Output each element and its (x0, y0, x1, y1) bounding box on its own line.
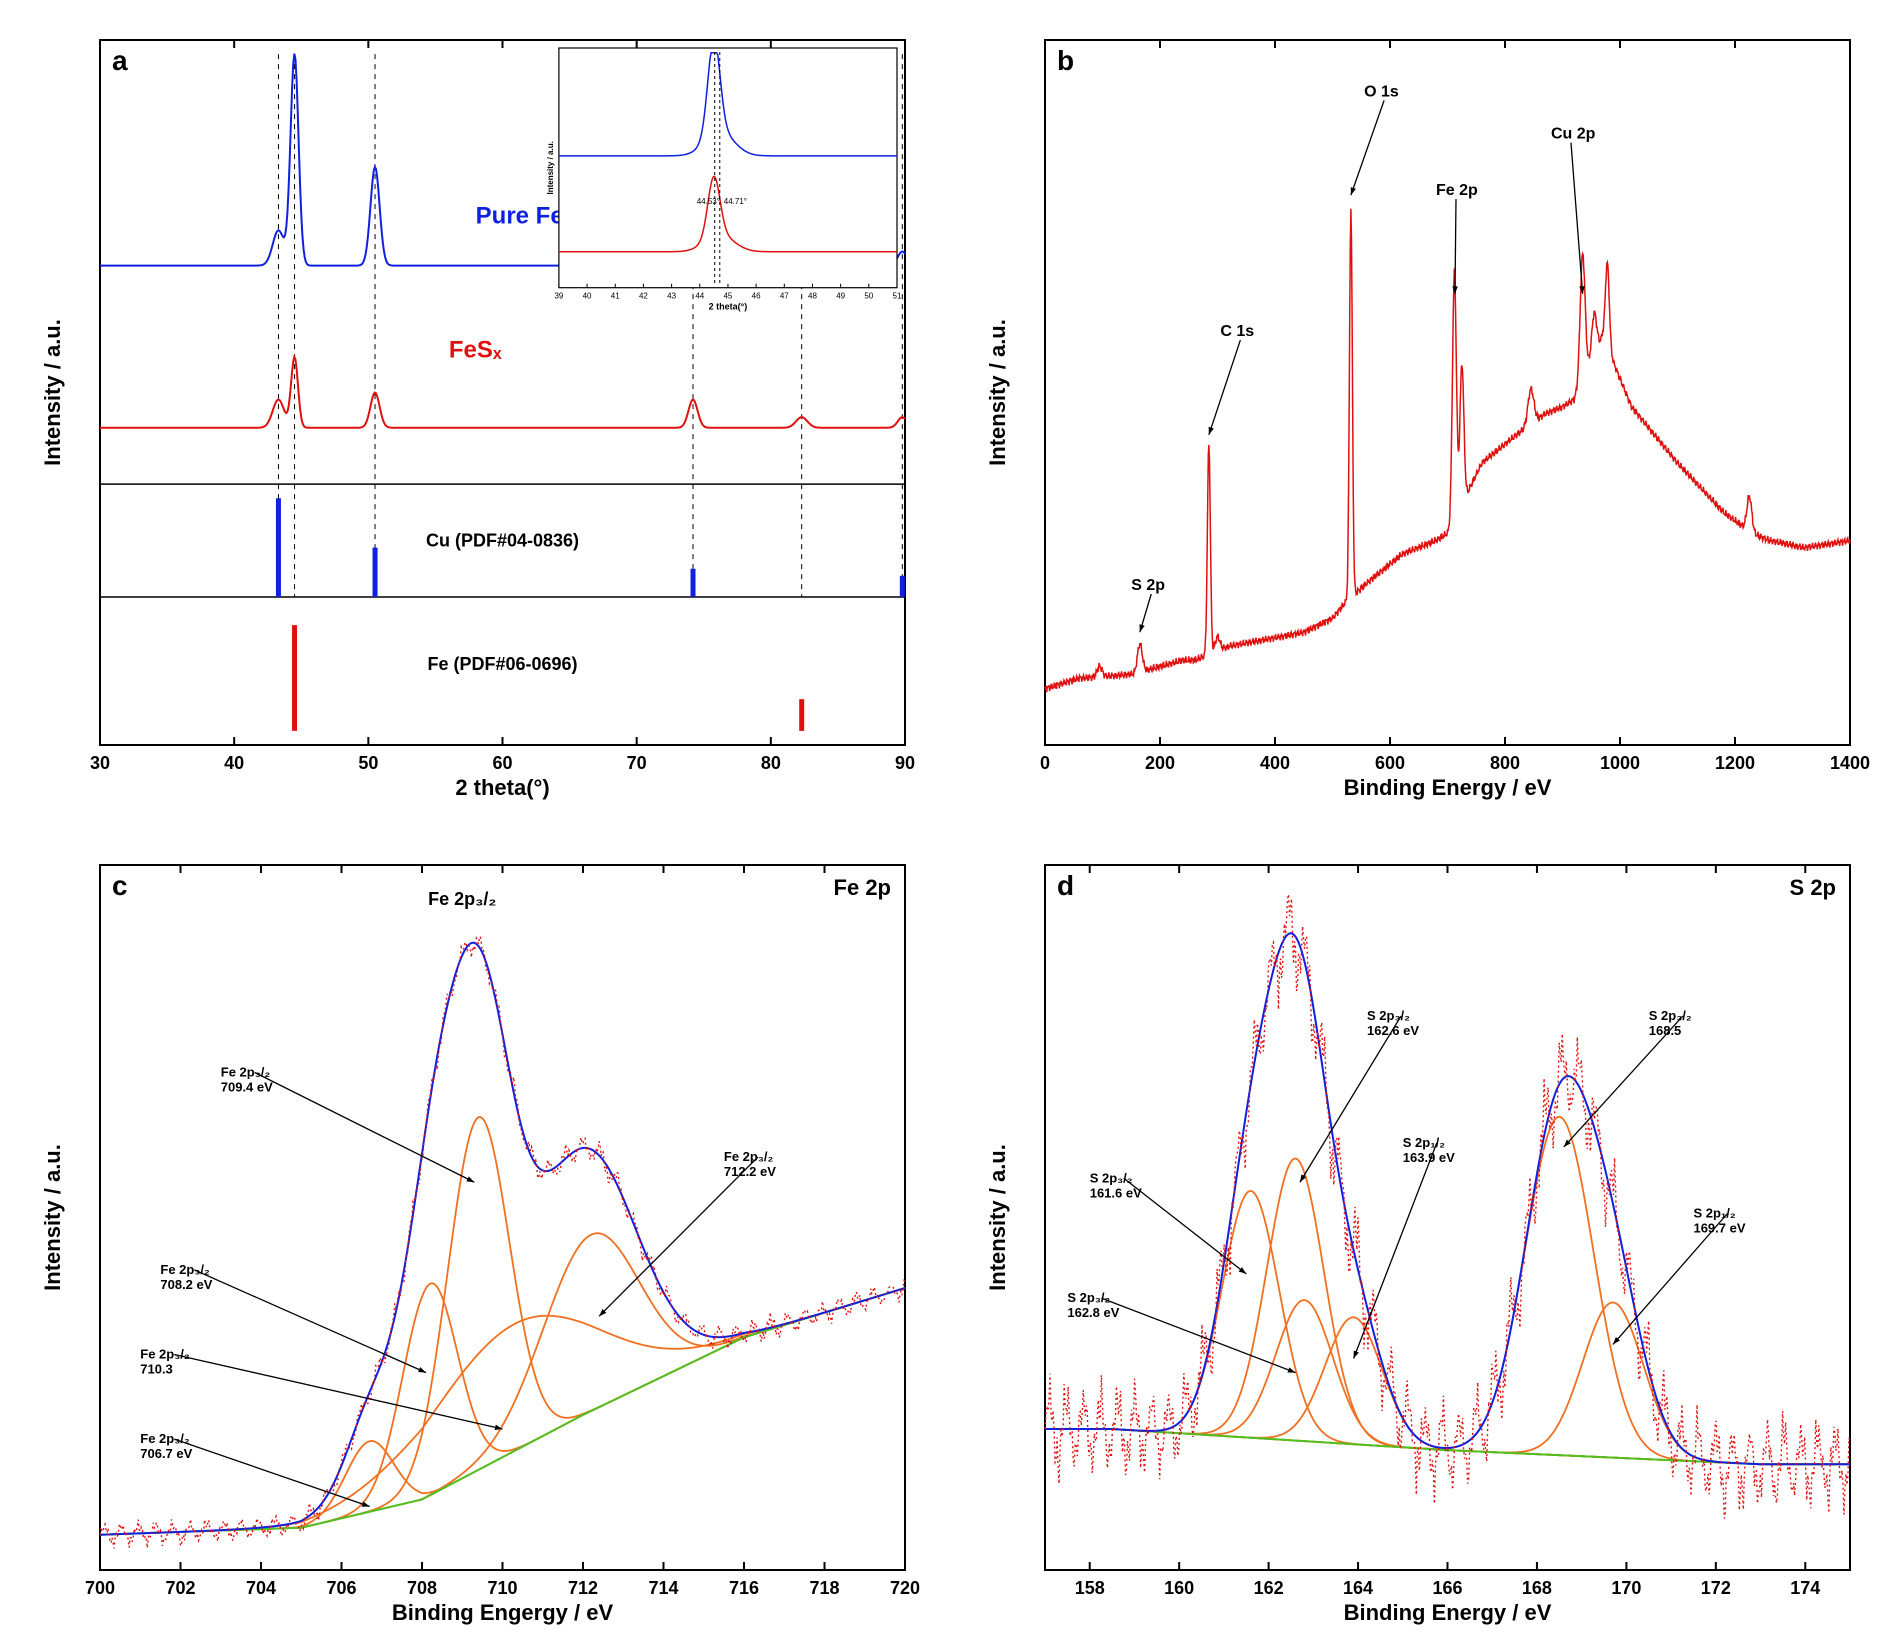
svg-text:720: 720 (890, 1578, 920, 1598)
svg-text:S 2p₁/₂: S 2p₁/₂ (1403, 1135, 1445, 1150)
svg-text:41: 41 (611, 292, 620, 301)
svg-text:44: 44 (695, 292, 704, 301)
svg-text:50: 50 (358, 753, 378, 773)
svg-text:710: 710 (487, 1578, 517, 1598)
svg-text:Binding Energy / eV: Binding Energy / eV (1344, 775, 1552, 800)
panel-d: 158 160 162 164 166 168 170 172 174 Binding Energ… (965, 845, 1870, 1630)
svg-text:Fe 2p₃/₂: Fe 2p₃/₂ (140, 1431, 190, 1446)
svg-text:Cu (PDF#04-0836): Cu (PDF#04-0836) (426, 531, 579, 551)
svg-text:704: 704 (246, 1578, 276, 1598)
svg-text:47: 47 (780, 292, 789, 301)
svg-text:Intensity / a.u.: Intensity / a.u. (40, 1144, 65, 1291)
panel-a: 30 40 50 60 70 80 90 2 theta(°) Intensity / a.u.… (20, 20, 925, 805)
svg-text:709.4 eV: 709.4 eV (221, 1080, 273, 1095)
svg-text:40: 40 (583, 292, 592, 301)
svg-text:712: 712 (568, 1578, 598, 1598)
svg-text:710.3: 710.3 (140, 1362, 173, 1377)
svg-text:S 2p: S 2p (1790, 875, 1836, 900)
svg-text:162.8 eV: 162.8 eV (1067, 1305, 1119, 1320)
svg-text:158: 158 (1075, 1578, 1105, 1598)
svg-text:600: 600 (1375, 753, 1405, 773)
svg-text:700: 700 (85, 1578, 115, 1598)
svg-text:S 2p₃/₂: S 2p₃/₂ (1649, 1008, 1692, 1023)
svg-text:718: 718 (809, 1578, 839, 1598)
svg-text:400: 400 (1260, 753, 1290, 773)
svg-text:2 theta(°): 2 theta(°) (455, 775, 549, 800)
svg-text:Fe 2p: Fe 2p (834, 875, 891, 900)
svg-text:Fe 2p₃/₂: Fe 2p₃/₂ (428, 889, 496, 909)
svg-text:161.6 eV: 161.6 eV (1090, 1185, 1142, 1200)
svg-text:60: 60 (492, 753, 512, 773)
svg-text:Cu 2p: Cu 2p (1551, 126, 1596, 143)
svg-text:200: 200 (1145, 753, 1175, 773)
svg-text:49: 49 (836, 292, 845, 301)
svg-text:b: b (1057, 45, 1074, 76)
svg-text:43: 43 (667, 292, 676, 301)
svg-text:1000: 1000 (1600, 753, 1640, 773)
svg-text:Binding Energy / eV: Binding Energy / eV (1344, 1600, 1552, 1625)
svg-text:164: 164 (1343, 1578, 1373, 1598)
svg-text:51: 51 (893, 292, 902, 301)
svg-text:FeSₓ: FeSₓ (449, 336, 502, 363)
svg-text:48: 48 (808, 292, 817, 301)
svg-text:d: d (1057, 870, 1074, 901)
svg-text:Intensity / a.u.: Intensity / a.u. (985, 319, 1010, 466)
svg-text:44.53°: 44.53° (697, 197, 720, 206)
svg-text:168: 168 (1522, 1578, 1552, 1598)
panel-b: 0 200 400 600 800 1000 1200 1400 Binding Energy … (965, 20, 1870, 805)
svg-text:166: 166 (1432, 1578, 1462, 1598)
svg-text:170: 170 (1611, 1578, 1641, 1598)
svg-text:1200: 1200 (1715, 753, 1755, 773)
svg-text:706: 706 (326, 1578, 356, 1598)
svg-text:Fe 2p₃/₂: Fe 2p₃/₂ (724, 1149, 774, 1164)
svg-text:172: 172 (1701, 1578, 1731, 1598)
svg-text:70: 70 (627, 753, 647, 773)
svg-text:800: 800 (1490, 753, 1520, 773)
svg-text:Fe (PDF#06-0696): Fe (PDF#06-0696) (427, 654, 577, 674)
svg-text:Intensity / a.u.: Intensity / a.u. (985, 1144, 1010, 1291)
svg-text:S 2p₁/₂: S 2p₁/₂ (1693, 1206, 1735, 1221)
svg-text:714: 714 (648, 1578, 678, 1598)
svg-text:712.2 eV: 712.2 eV (724, 1164, 776, 1179)
svg-text:174: 174 (1790, 1578, 1820, 1598)
svg-text:S 2p₃/₂: S 2p₃/₂ (1090, 1170, 1133, 1185)
svg-text:40: 40 (224, 753, 244, 773)
svg-text:Intensity / a.u.: Intensity / a.u. (546, 141, 555, 194)
svg-text:80: 80 (761, 753, 781, 773)
svg-text:Intensity / a.u.: Intensity / a.u. (40, 319, 65, 466)
svg-text:Pure Fe: Pure Fe (476, 202, 564, 229)
svg-text:39: 39 (554, 292, 563, 301)
figure-grid: 304050607080902 theta(°)Intensity / a.u.… (20, 20, 1870, 1630)
svg-text:706.7 eV: 706.7 eV (140, 1446, 192, 1461)
svg-text:1400: 1400 (1830, 753, 1870, 773)
svg-text:702: 702 (165, 1578, 195, 1598)
svg-text:S 2p₃/₂: S 2p₃/₂ (1067, 1290, 1110, 1305)
svg-text:716: 716 (729, 1578, 759, 1598)
svg-text:44.71°: 44.71° (724, 197, 747, 206)
svg-text:C 1s: C 1s (1220, 323, 1254, 340)
svg-text:45: 45 (723, 292, 732, 301)
svg-text:46: 46 (752, 292, 761, 301)
panel-c: 700 702 704 706 708 710 712 714 716 718 720 Binding… (20, 845, 925, 1630)
svg-text:O 1s: O 1s (1364, 83, 1399, 100)
svg-text:S 2p₃/₂: S 2p₃/₂ (1367, 1008, 1410, 1023)
svg-text:708.2 eV: 708.2 eV (160, 1277, 212, 1292)
svg-text:160: 160 (1164, 1578, 1194, 1598)
svg-text:S 2p: S 2p (1131, 577, 1165, 594)
svg-text:708: 708 (407, 1578, 437, 1598)
svg-text:42: 42 (639, 292, 648, 301)
svg-text:Fe 2p₃/₂: Fe 2p₃/₂ (160, 1262, 210, 1277)
svg-text:162: 162 (1254, 1578, 1284, 1598)
svg-text:Fe 2p: Fe 2p (1436, 182, 1478, 199)
svg-text:90: 90 (895, 753, 915, 773)
svg-text:Fe 2p₃/₂: Fe 2p₃/₂ (140, 1347, 190, 1362)
svg-text:2 theta(°): 2 theta(°) (709, 302, 748, 312)
svg-text:50: 50 (864, 292, 873, 301)
svg-text:Binding Engergy / eV: Binding Engergy / eV (392, 1600, 614, 1625)
svg-text:162.6 eV: 162.6 eV (1367, 1023, 1419, 1038)
svg-text:0: 0 (1040, 753, 1050, 773)
svg-text:c: c (112, 870, 128, 901)
svg-text:30: 30 (90, 753, 110, 773)
svg-text:a: a (112, 45, 128, 76)
